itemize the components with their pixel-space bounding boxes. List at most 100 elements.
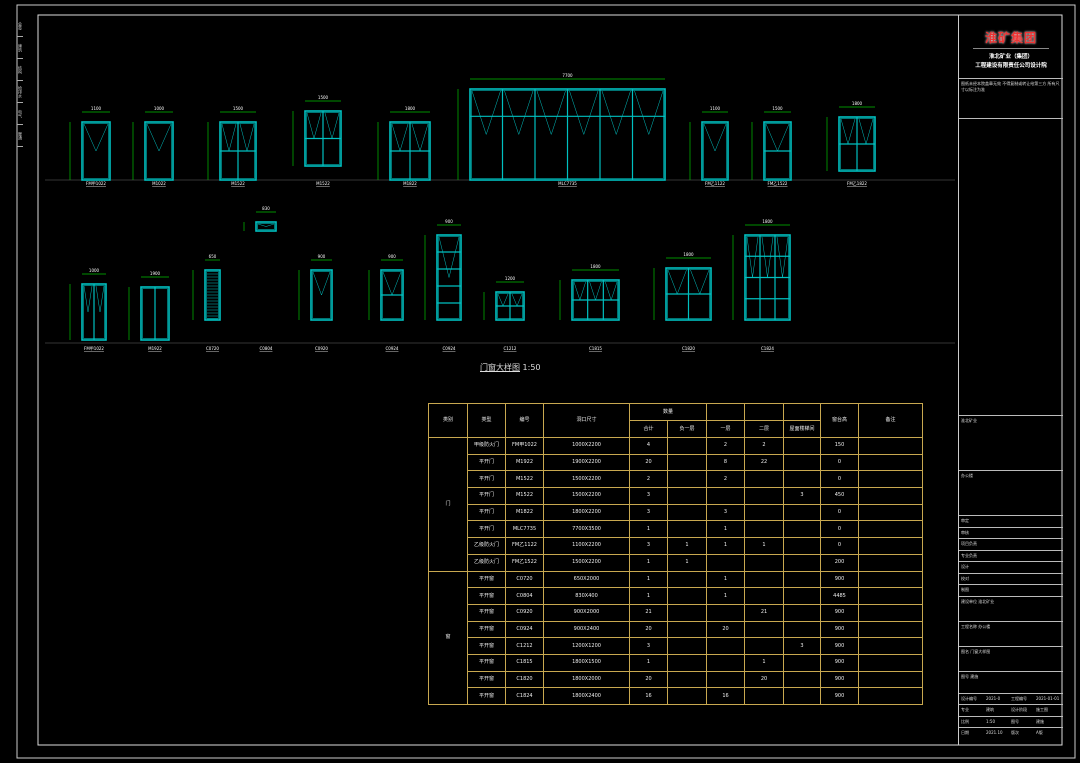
opening-indicator: [391, 123, 409, 152]
client-cell: 淮北矿业: [959, 415, 1063, 470]
frame-inner: [438, 236, 460, 319]
width-dimension: 7700: [562, 73, 573, 78]
table-cell: 21: [629, 603, 668, 622]
elevation-C1824: 1800 C1824: [732, 219, 791, 351]
table-cell: 1: [629, 570, 668, 589]
opening-indicator: [83, 123, 109, 152]
elevation-code: M1022: [152, 181, 166, 186]
elevation-code: C1815: [589, 346, 602, 351]
table-cell: [666, 687, 708, 705]
header-roof: 屋面楼梯间: [783, 420, 822, 438]
table-cell: [666, 520, 708, 539]
table-row: 平开窗 C1815 1800X1500 1 1 900: [429, 653, 924, 672]
table-cell: 1900X2200: [543, 453, 630, 472]
strip-cell: 暖通: [17, 125, 23, 147]
remark-cell: [858, 670, 924, 689]
width-dimension: 900: [388, 254, 396, 259]
elevation-code: C0920: [315, 346, 328, 351]
table-cell: 1500X2200: [543, 553, 630, 572]
door-window-schedule: 类别 类型 编号 洞口尺寸 数量 窗台高 备注 合计 负一层 一层 二层 屋面楼…: [428, 403, 924, 705]
frame-inner: [312, 271, 331, 319]
elevation-C0924: 900 C0924: [424, 219, 462, 351]
elevation-code: M1822: [403, 181, 417, 186]
table-cell: 20: [629, 453, 668, 472]
header-blank: [744, 403, 785, 421]
table-cell: 830X400: [543, 587, 630, 605]
elevation-code: FM甲1022: [86, 181, 106, 186]
table-cell: [706, 603, 746, 622]
drawing-no-cell: 图号 建施: [959, 670, 1063, 693]
table-cell: 200: [820, 553, 860, 572]
elevation-FM甲1022: 1100 FM甲1022: [69, 106, 111, 186]
table-cell: 平开窗: [467, 587, 506, 605]
table-cell: 1: [629, 653, 668, 672]
opening-indicator: [634, 90, 664, 136]
table-cell: 1800X2000: [543, 670, 630, 689]
frame-outline: [310, 269, 333, 321]
header-category: 类别: [428, 403, 468, 438]
table-cell: [666, 637, 708, 655]
opening-indicator: [536, 90, 566, 136]
table-cell: 0: [820, 520, 860, 539]
signature-row: 制图: [959, 584, 1063, 596]
frame-inner: [206, 271, 219, 319]
table-cell: 平开窗: [467, 687, 506, 705]
table-cell: 平开门: [467, 470, 506, 489]
info-cell: 2021.10: [986, 730, 1003, 735]
table-cell: 20: [744, 670, 785, 689]
table-cell: 0: [820, 537, 860, 555]
table-cell: [666, 570, 708, 589]
table-cell: 平开门: [467, 453, 506, 472]
table-cell: [783, 503, 822, 522]
table-cell: 1800X1500: [543, 653, 630, 672]
remark-cell: [858, 437, 924, 455]
table-cell: C1212: [505, 637, 544, 655]
table-cell: 21: [744, 603, 785, 622]
table-cell: [666, 587, 708, 605]
width-dimension: 830: [262, 206, 270, 211]
elevation-M1522: 1500 M1522: [207, 106, 257, 186]
opening-indicator: [605, 281, 618, 301]
table-cell: 乙级防火门: [467, 553, 506, 572]
signature-row: 审核: [959, 526, 1063, 539]
width-dimension: 1000: [154, 106, 165, 111]
info-cell: 版次: [1011, 730, 1019, 735]
strip-cell: 建筑: [17, 37, 23, 59]
table-cell: 4: [629, 437, 668, 455]
table-cell: M1922: [505, 453, 544, 472]
table-cell: 3: [629, 537, 668, 555]
elevation-C0720: 650 C0720: [192, 254, 221, 351]
table-cell: MLC7735: [505, 520, 544, 539]
opening-indicator: [746, 236, 759, 278]
table-cell: 900X2000: [543, 603, 630, 622]
info-cell: 比例: [961, 718, 969, 724]
table-row: 平开门 M1522 1500X2200 2 2 0: [429, 470, 924, 489]
table-cell: 平开窗: [467, 653, 506, 672]
table-cell: [666, 603, 708, 622]
table-cell: 900: [820, 670, 860, 689]
info-row: 日期 2021.10 版次 A版: [959, 727, 1063, 739]
strip-cell: 结构: [17, 59, 23, 81]
table-cell: FM甲1022: [505, 437, 544, 455]
table-cell: [783, 537, 822, 555]
table-row: 平开窗 C0920 900X2000 21 21 900: [429, 603, 924, 622]
table-cell: [744, 520, 785, 539]
table-cell: C0804: [505, 587, 544, 605]
table-cell: [783, 570, 822, 589]
frame-outline: [255, 221, 277, 232]
table-cell: 1: [666, 553, 708, 572]
opening-indicator: [840, 118, 856, 145]
table-cell: [666, 620, 708, 639]
category-cell: 门: [428, 437, 468, 572]
frame-outline: [204, 269, 221, 321]
table-cell: 8: [706, 453, 746, 472]
table-cell: 650X2000: [543, 570, 630, 589]
table-cell: 4485: [820, 587, 860, 605]
elevation-C0804: 830 C0804: [243, 206, 277, 351]
remark-cell: [858, 687, 924, 705]
elevation-MLC7735: 7700 MLC7735: [457, 73, 666, 186]
table-cell: 平开门: [467, 520, 506, 539]
table-cell: 20: [706, 620, 746, 639]
info-cell: 设计阶段: [1011, 707, 1027, 712]
opening-indicator: [497, 293, 509, 307]
